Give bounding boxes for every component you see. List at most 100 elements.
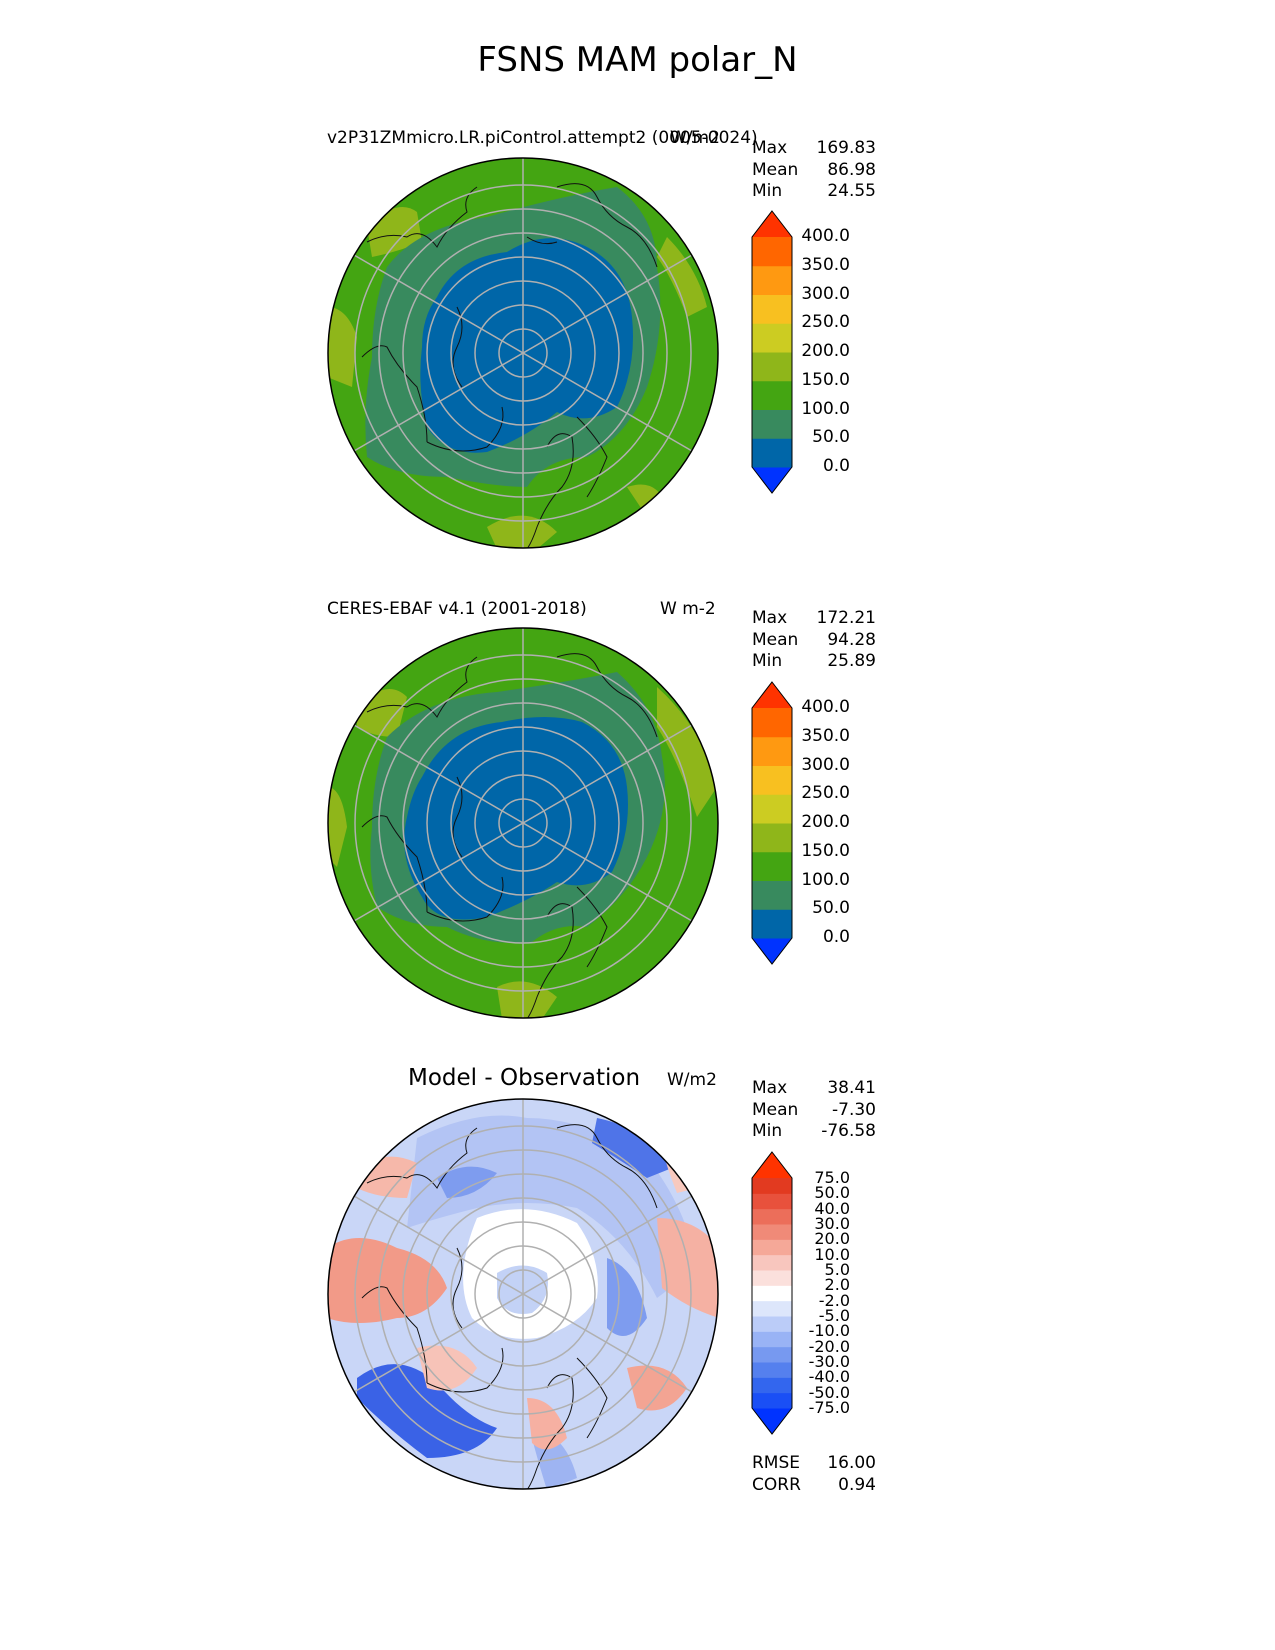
colorbar-box [752,1270,792,1286]
rmse-value: 16.00 [827,1453,876,1473]
max-value: 38.41 [827,1078,876,1098]
units-model: W/m2 [670,128,720,148]
colorbar-tick-label: 75.0 [814,1168,850,1187]
panel-title-model: v2P31ZMmicro.LR.piControl.attempt2 (0005… [327,128,758,148]
colorbar-box [752,1392,792,1409]
colorbar-tick-label: 50.0 [812,427,850,448]
colorbar-tick-label: 10.0 [814,1244,850,1264]
colorbar-box [752,708,792,738]
colorbar-tick-label: 350.0 [801,254,850,275]
rmse-corr: RMSE 16.00 CORR 0.94 [752,1453,876,1496]
polar-map-diff [327,1098,719,1490]
colorbar-tick-label: -10.0 [808,1321,850,1341]
colorbar-box [752,1362,792,1378]
max-label: Max [752,138,788,158]
colorbar-obs [751,681,793,965]
colorbar-tick-label: 250.0 [801,783,850,804]
colorbar-box [752,409,792,439]
colorbar-tick-label: -75.0 [808,1398,850,1417]
min-value: 24.55 [827,181,876,201]
colorbar-box [752,1377,792,1394]
colorbar-box [752,794,792,824]
max-label: Max [752,608,788,628]
colorbar-tick-label: 40.0 [814,1198,850,1218]
mean-label: Mean [752,629,799,650]
colorbar-tick-label: 30.0 [814,1214,850,1233]
colorbar-box [752,880,792,910]
colorbar-tick-label: 150.0 [801,840,850,861]
colorbar-tick-label: 150.0 [801,369,850,390]
units-diff: W/m2 [667,1070,717,1090]
rmse-label: RMSE [752,1453,801,1473]
colorbar-tick-label: 0.0 [822,927,850,947]
colorbar-tick-label: -40.0 [808,1367,850,1387]
colorbar-tick-label: 200.0 [801,341,850,361]
colorbar-box [752,1178,792,1194]
colorbar-box [752,1285,792,1302]
colorbar-tick-label: 300.0 [801,754,850,775]
colorbar-tick-label: 350.0 [801,725,850,746]
mean-value: 86.98 [827,159,876,180]
colorbar-tick-label: 2.0 [824,1275,850,1295]
colorbar-box [752,380,792,410]
colorbar-extend-max [752,1152,792,1178]
colorbar-box [752,438,792,468]
colorbar-tick-label: 400.0 [801,226,850,246]
corr-label: CORR [752,1474,801,1495]
stats-diff: Max 38.41 Mean -7.30 Min -76.58 [752,1078,876,1143]
colorbar-box [752,1239,792,1256]
corr-value: 0.94 [838,1474,876,1495]
colorbar-box [752,1346,792,1363]
colorbar-box [752,1300,792,1317]
colorbar-tick-label: 300.0 [801,283,850,304]
colorbar-diff [751,1151,793,1435]
colorbar-box [752,1224,792,1240]
colorbar-outline [751,1151,793,1435]
min-value: -76.58 [821,1121,876,1141]
figure-title: FSNS MAM polar_N [477,40,798,80]
colorbar-extend-min [752,467,792,493]
colorbar-tick-label: 400.0 [801,697,850,717]
colorbar-box [752,352,792,382]
colorbar-box [752,237,792,267]
colorbar-extend-max [752,682,792,708]
mean-value: 94.28 [827,629,876,650]
max-value: 169.83 [816,138,876,158]
colorbar-box [752,736,792,766]
colorbar-extend-max [752,211,792,237]
colorbar-extend-min [752,938,792,964]
colorbar-tick-label: 250.0 [801,312,850,333]
polar-map-obs [327,627,719,1019]
min-label: Min [752,181,783,201]
colorbar-tick-label: -20.0 [808,1336,850,1356]
mean-value: -7.30 [832,1099,876,1120]
max-label: Max [752,1078,788,1098]
mean-label: Mean [752,159,799,180]
colorbar-tick-label: 200.0 [801,812,850,832]
colorbar-extend-min [752,1408,792,1434]
min-label: Min [752,651,783,671]
colorbar-box [752,851,792,881]
colorbar-tick-label: 100.0 [801,398,850,419]
stats-obs: Max 172.21 Mean 94.28 Min 25.89 [752,608,876,673]
colorbar-box [752,1316,792,1332]
units-obs: W m-2 [660,599,716,619]
panel-title-diff: Model - Observation [408,1065,641,1091]
colorbar-box [752,323,792,353]
colorbar-box [752,909,792,939]
colorbar-tick-label: 100.0 [801,869,850,890]
colorbar-outline [751,681,793,965]
colorbar-tick-label: -30.0 [808,1352,850,1371]
colorbar-box [752,1193,792,1210]
colorbar-box [752,765,792,795]
colorbar-box [752,294,792,324]
colorbar-tick-label: 50.0 [812,898,850,919]
colorbar-tick-label: -50.0 [808,1382,850,1402]
mean-label: Mean [752,1099,799,1120]
max-value: 172.21 [816,608,876,628]
colorbar-box [752,1331,792,1348]
colorbar-box [752,1208,792,1225]
colorbar-tick-label: 0.0 [822,456,850,476]
colorbar-tick-label: 20.0 [814,1229,850,1249]
min-value: 25.89 [827,651,876,671]
